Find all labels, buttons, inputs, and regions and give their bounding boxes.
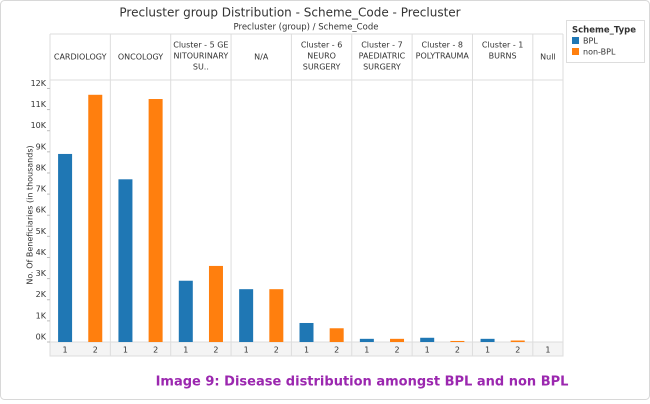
legend-title: Scheme_Type bbox=[572, 26, 636, 36]
sub-label: 1 bbox=[364, 346, 369, 355]
category-label: Cluster - 5 GE bbox=[173, 41, 228, 50]
category-label: N/A bbox=[254, 53, 269, 62]
category-label: SURGERY bbox=[363, 63, 401, 72]
category-label: NITOURINARY bbox=[174, 52, 229, 61]
sub-label: 1 bbox=[545, 346, 550, 355]
bar bbox=[58, 153, 73, 342]
y-tick-label: 8K bbox=[36, 163, 47, 172]
bar bbox=[269, 289, 284, 342]
legend-label: non-BPL bbox=[583, 48, 616, 57]
bar bbox=[239, 289, 254, 342]
category-label: Cluster - 7 bbox=[361, 41, 402, 50]
bar bbox=[510, 340, 525, 342]
sub-label: 1 bbox=[63, 346, 68, 355]
sub-label: 1 bbox=[244, 346, 249, 355]
y-tick-label: 0K bbox=[36, 333, 47, 342]
sub-label: 1 bbox=[183, 346, 188, 355]
y-tick-label: 4K bbox=[36, 248, 47, 257]
category-label: SU.. bbox=[193, 63, 209, 72]
bar bbox=[450, 340, 465, 342]
bar bbox=[178, 280, 193, 342]
sub-label: 1 bbox=[485, 346, 490, 355]
sub-label: 2 bbox=[93, 346, 98, 355]
y-tick-label: 11K bbox=[31, 100, 47, 109]
legend-label: BPL bbox=[583, 37, 598, 46]
category-label: Cluster - 6 bbox=[301, 41, 342, 50]
bar bbox=[390, 338, 405, 342]
y-tick-label: 10K bbox=[31, 121, 47, 130]
y-tick-label: 6K bbox=[36, 206, 47, 215]
sub-label: 2 bbox=[394, 346, 399, 355]
category-label: SURGERY bbox=[303, 63, 341, 72]
y-tick-label: 7K bbox=[36, 185, 47, 194]
bar bbox=[299, 322, 314, 342]
caption: Image 9: Disease distribution amongst BP… bbox=[156, 375, 569, 390]
y-tick-label: 1K bbox=[36, 311, 47, 320]
category-label: Null bbox=[540, 53, 556, 62]
header: Precluster (group) / Scheme_Code bbox=[234, 23, 379, 33]
sub-label: 1 bbox=[425, 346, 430, 355]
y-tick-label: 2K bbox=[36, 290, 47, 299]
bar bbox=[88, 94, 103, 343]
y-tick-label: 5K bbox=[36, 227, 47, 236]
category-label: CARDIOLOGY bbox=[54, 53, 107, 62]
sub-label: 2 bbox=[455, 346, 460, 355]
sub-label: 2 bbox=[274, 346, 279, 355]
bar bbox=[208, 265, 223, 342]
category-label: Cluster - 1 bbox=[482, 41, 523, 50]
bar bbox=[480, 338, 495, 342]
chart-title: Precluster group Distribution - Scheme_C… bbox=[119, 6, 460, 20]
sub-label: 2 bbox=[334, 346, 339, 355]
category-label: PAEDIATRIC bbox=[359, 52, 406, 61]
category-label: POLYTRAUMA bbox=[416, 52, 470, 61]
legend-box bbox=[566, 20, 645, 63]
sub-label: 2 bbox=[515, 346, 520, 355]
legend-swatch bbox=[572, 48, 579, 55]
bar bbox=[148, 99, 163, 342]
sub-label: 2 bbox=[153, 346, 158, 355]
y-tick-label: 12K bbox=[31, 79, 47, 88]
bar bbox=[118, 179, 133, 342]
sub-label: 1 bbox=[304, 346, 309, 355]
bar bbox=[359, 338, 374, 342]
y-tick-label: 3K bbox=[36, 269, 47, 278]
category-label: NEURO bbox=[307, 52, 336, 61]
bar bbox=[420, 337, 435, 342]
bar bbox=[329, 328, 344, 342]
sub-label: 2 bbox=[213, 346, 218, 355]
sub-label: 1 bbox=[123, 346, 128, 355]
y-axis-label: No. Of Beneficiaries (in thousands) bbox=[26, 145, 35, 284]
y-tick-label: 9K bbox=[36, 142, 47, 151]
category-label: Cluster - 8 bbox=[422, 41, 463, 50]
category-label: BURNS bbox=[489, 52, 517, 61]
category-label: ONCOLOGY bbox=[118, 53, 163, 62]
legend-swatch bbox=[572, 37, 579, 44]
